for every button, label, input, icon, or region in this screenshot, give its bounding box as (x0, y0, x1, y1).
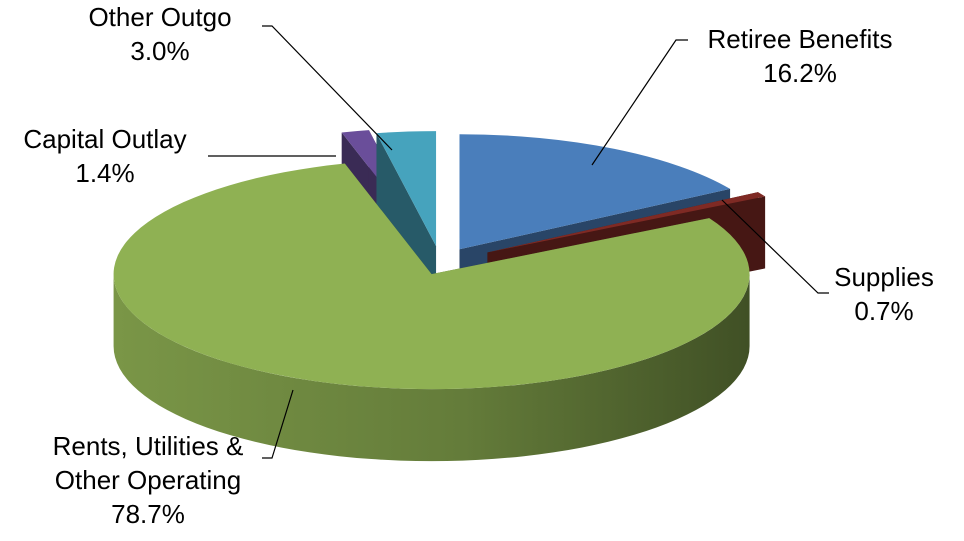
slice-name-label: Other Outgo (88, 2, 231, 32)
slice-top (376, 131, 437, 247)
slice-top (113, 163, 750, 390)
slice-top (459, 134, 731, 250)
slice-value-label: 0.7% (854, 296, 913, 326)
slice-name-label: Retiree Benefits (708, 24, 893, 54)
leader-line (262, 25, 393, 151)
slice-label: Rents, Utilities & Other Operating 78.7% (53, 431, 244, 529)
slice-side (113, 274, 750, 462)
slice-label: Retiree Benefits 16.2% (708, 24, 893, 88)
slice-top (487, 192, 766, 253)
slice-value-label: 3.0% (130, 36, 189, 66)
slice-name-label: Other Operating (55, 465, 241, 495)
slice-name-label: Rents, Utilities & (53, 431, 244, 461)
leader-line (262, 389, 294, 459)
slice-label: Supplies 0.7% (834, 262, 934, 326)
slice-name-label: Capital Outlay (23, 124, 186, 154)
pie-slice-rents-utilities-other-operating (113, 163, 750, 462)
slice-name-label: Supplies (834, 262, 934, 292)
leader-line (591, 39, 688, 166)
slice-label: Capital Outlay 1.4% (23, 124, 186, 188)
slice-label: Other Outgo 3.0% (88, 2, 231, 66)
slice-value-label: 16.2% (763, 58, 837, 88)
slice-value-label: 1.4% (75, 158, 134, 188)
slice-value-label: 78.7% (111, 499, 185, 529)
leader-line (721, 199, 829, 294)
